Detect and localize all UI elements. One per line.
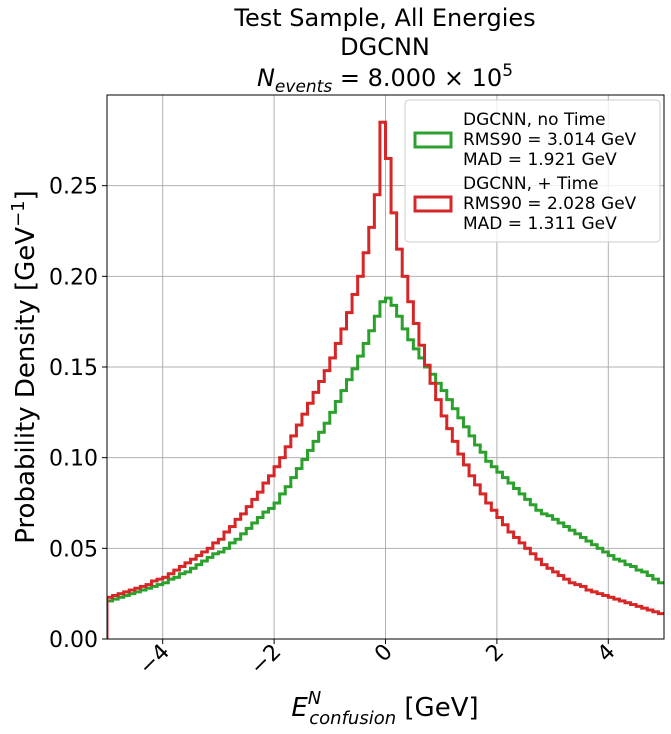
y-tick-label: 0.00 <box>49 628 98 653</box>
legend-swatch <box>413 195 453 213</box>
histogram <box>107 296 664 639</box>
y-tick-label: 0.25 <box>49 175 98 200</box>
legend-label: MAD = 1.921 GeV <box>463 150 617 170</box>
legend-label: DGCNN, no Time <box>463 110 606 130</box>
x-axis-label: E <box>291 693 308 723</box>
x-tick-label: 2 <box>482 640 510 668</box>
title-math: N <box>257 64 275 92</box>
x-tick-label: 0 <box>370 640 398 668</box>
plot-frame <box>106 94 665 640</box>
y-tick-label: 0.20 <box>49 265 98 290</box>
title-math: events <box>275 77 332 97</box>
y-axis-label: ] <box>11 190 41 200</box>
y-tick-label: 0.15 <box>49 356 98 381</box>
legend-label: RMS90 = 3.014 GeV <box>463 130 637 150</box>
chart-title: Test Sample, All Energies <box>233 4 535 32</box>
histogram <box>107 120 664 639</box>
y-axis-label: −1 <box>8 200 29 227</box>
y-tick-label: 0.05 <box>49 537 98 562</box>
x-tick-label: −2 <box>246 640 287 681</box>
y-axis-label: Probability Density [GeV <box>11 227 41 544</box>
histogram-riser <box>107 122 660 639</box>
legend-box <box>404 99 661 243</box>
title-math: 5 <box>502 61 513 81</box>
x-axis-label: confusion <box>309 708 396 729</box>
y-axis-label: Probability Density [GeV−1] <box>8 190 41 544</box>
histogram-riser <box>107 298 660 639</box>
legend-label: MAD = 1.311 GeV <box>463 214 617 234</box>
x-axis-label: [GeV] <box>396 693 478 723</box>
legend-swatch <box>413 131 453 149</box>
x-axis-label: N <box>308 688 321 709</box>
x-tick-label: −4 <box>134 640 175 681</box>
chart-title: Nevents = 8.000 × 105 <box>257 61 513 97</box>
x-axis-label: EN confusion [GeV] <box>291 688 478 729</box>
x-tick-label: 4 <box>593 640 621 668</box>
legend-label: DGCNN, + Time <box>463 174 599 194</box>
title-math: = 8.000 × 10 <box>332 64 502 92</box>
legend-label: RMS90 = 2.028 GeV <box>463 194 637 214</box>
chart-title: DGCNN <box>340 33 430 61</box>
y-tick-label: 0.10 <box>49 447 98 472</box>
